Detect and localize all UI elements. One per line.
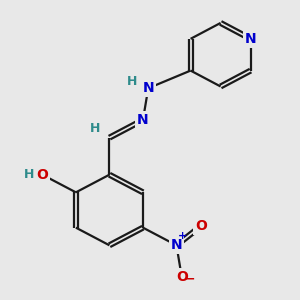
Text: −: − (184, 272, 195, 285)
Text: O: O (36, 168, 48, 182)
Text: N: N (137, 113, 149, 127)
Text: N: N (171, 238, 182, 252)
Text: H: H (89, 122, 100, 135)
Text: H: H (127, 75, 137, 88)
Text: H: H (24, 168, 34, 181)
Text: O: O (195, 219, 207, 233)
Text: N: N (142, 81, 154, 95)
Text: N: N (245, 32, 256, 46)
Text: O: O (176, 270, 188, 284)
Text: +: + (178, 232, 188, 242)
